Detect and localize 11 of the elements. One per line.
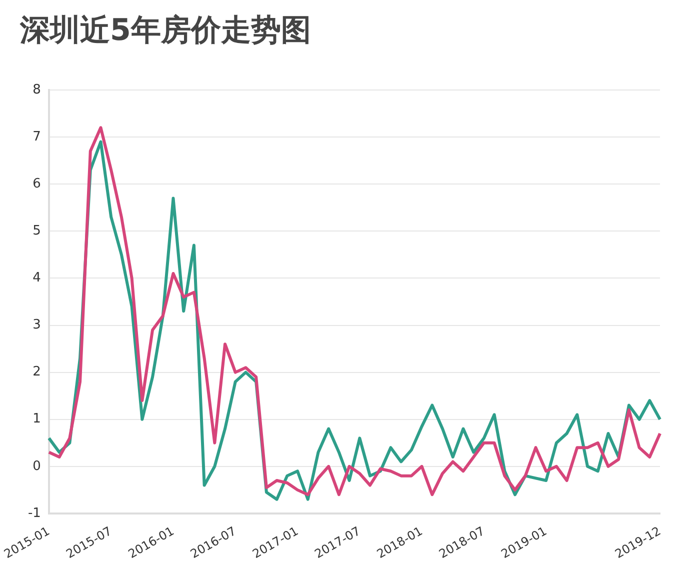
chart-title: 深圳近5年房价走势图 [19, 12, 311, 48]
y-tick-label: 7 [32, 129, 41, 144]
y-tick-label: 8 [32, 82, 41, 98]
y-tick-label: 5 [32, 224, 41, 239]
y-tick-label: 4 [32, 270, 41, 286]
y-tick-label: 3 [32, 318, 41, 333]
y-tick-label: 0 [32, 458, 41, 474]
y-tick-label: -1 [28, 506, 41, 521]
y-tick-label: 6 [32, 176, 41, 192]
y-tick-label: 1 [32, 412, 41, 427]
y-tick-label: 2 [32, 364, 41, 380]
